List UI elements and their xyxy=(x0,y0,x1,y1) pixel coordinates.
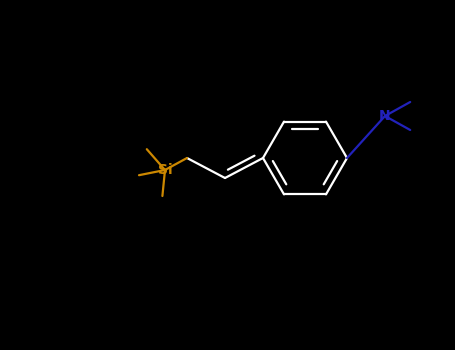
Text: Si: Si xyxy=(158,163,172,177)
Text: N: N xyxy=(379,109,391,123)
